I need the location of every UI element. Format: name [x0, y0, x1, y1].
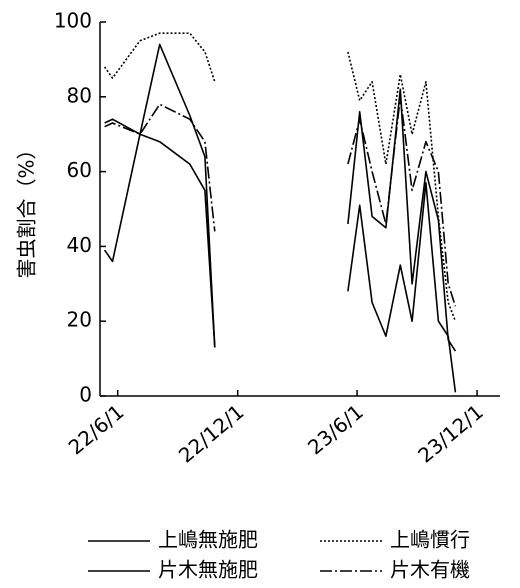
y-tick-label: 20 [67, 308, 92, 332]
y-tick-label: 40 [67, 233, 92, 257]
y-tick-label: 60 [67, 158, 92, 182]
legend-label: 片木有機 [390, 558, 470, 582]
y-axis-label: 害虫割合（%） [15, 139, 39, 278]
legend-label: 上嶋慣行 [390, 528, 470, 552]
series-line [104, 96, 457, 307]
x-tick-label: 22/12/1 [174, 400, 248, 468]
series-line [103, 32, 457, 322]
y-tick-label: 0 [79, 383, 92, 407]
legend-label: 上嶋無施肥 [158, 528, 258, 552]
legend-label: 片木無施肥 [158, 558, 258, 582]
series-line [104, 118, 457, 393]
series-line [103, 43, 457, 352]
y-tick-label: 100 [54, 9, 92, 33]
x-tick-label: 23/6/1 [303, 400, 368, 460]
y-tick-label: 80 [67, 83, 92, 107]
x-tick-label: 22/6/1 [64, 400, 129, 460]
x-tick-label: 23/12/1 [413, 400, 487, 468]
